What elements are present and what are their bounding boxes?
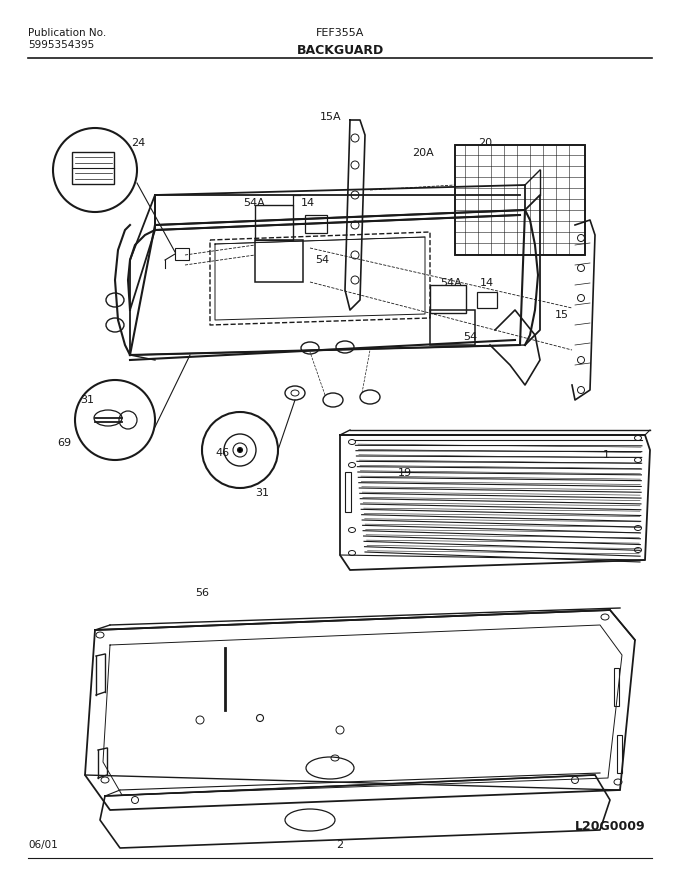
Text: 54A: 54A (440, 278, 462, 288)
Text: 14: 14 (301, 198, 315, 208)
Circle shape (237, 448, 243, 452)
Bar (617, 735, 622, 773)
Bar (455, 145, 585, 255)
Bar (305, 215, 327, 233)
Text: 56: 56 (195, 588, 209, 598)
Text: 46: 46 (215, 448, 229, 458)
Text: 5995354395: 5995354395 (28, 40, 95, 50)
Text: 54: 54 (315, 255, 329, 265)
Bar (455, 145, 585, 255)
Text: 14: 14 (480, 278, 494, 288)
Text: 2: 2 (337, 840, 343, 850)
Bar (255, 240, 303, 282)
Text: 31: 31 (80, 395, 94, 405)
Text: 54: 54 (463, 332, 477, 342)
Bar (430, 310, 475, 345)
Bar (430, 285, 466, 313)
Text: 31: 31 (255, 488, 269, 498)
Text: 15A: 15A (320, 112, 341, 122)
Text: 20A: 20A (412, 148, 434, 158)
Bar (614, 668, 619, 706)
Text: 69: 69 (57, 438, 71, 448)
Bar (72, 152, 114, 184)
Text: BACKGUARD: BACKGUARD (296, 44, 384, 57)
Text: 54A: 54A (243, 198, 265, 208)
Text: L20G0009: L20G0009 (575, 820, 645, 833)
Bar (345, 472, 351, 512)
Text: 19: 19 (398, 468, 412, 478)
Text: 15: 15 (555, 310, 569, 320)
Text: 06/01: 06/01 (28, 840, 58, 850)
Text: 24: 24 (131, 138, 146, 148)
Bar (255, 205, 293, 240)
Bar (477, 292, 497, 308)
Text: 1: 1 (603, 450, 610, 460)
Text: 20: 20 (478, 138, 492, 148)
Text: Publication No.: Publication No. (28, 28, 106, 38)
Bar (175, 248, 189, 260)
Text: FEF355A: FEF355A (316, 28, 364, 38)
